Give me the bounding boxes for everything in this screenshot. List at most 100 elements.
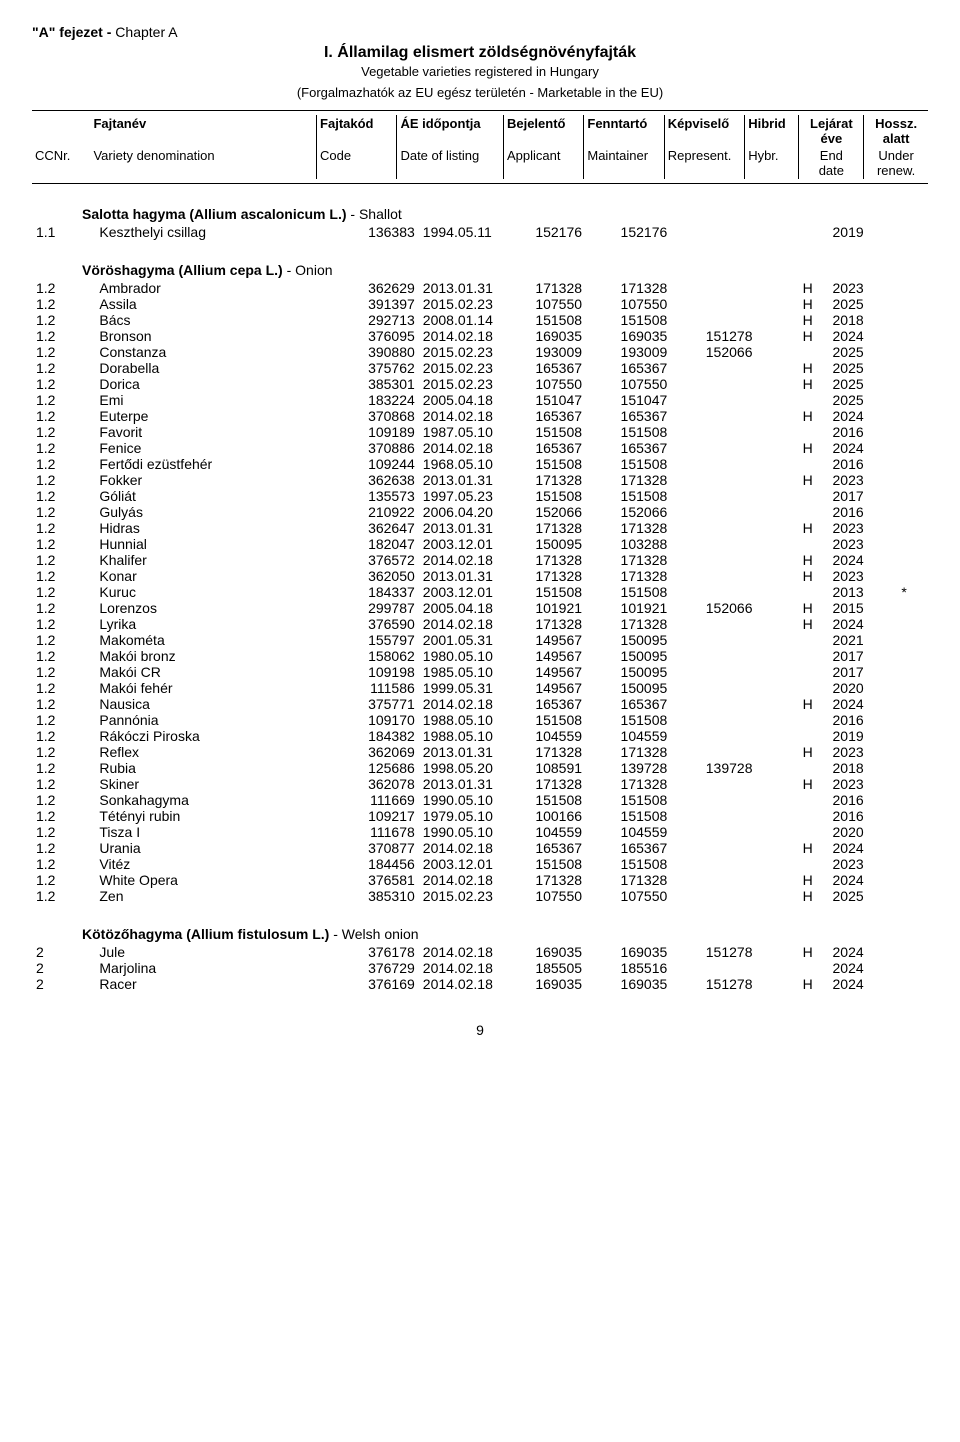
cell-applicant: 165367 [531,440,616,456]
cell-ccnr: 1.2 [32,792,95,808]
cell-code: 375762 [334,360,419,376]
cell-applicant: 151508 [531,488,616,504]
cell-hybrid [787,392,829,408]
cell-name: Kuruc [95,584,333,600]
cell-code: 362629 [334,280,419,296]
cell-renew [897,680,928,696]
cell-enddate: 2019 [829,728,898,744]
cell-represent [702,696,787,712]
cell-ccnr: 1.2 [32,440,95,456]
cell-applicant: 100166 [531,808,616,824]
cell-applicant: 171328 [531,872,616,888]
cell-name: Assila [95,296,333,312]
cell-maintainer: 151508 [617,584,702,600]
cell-hybrid [787,224,829,240]
cell-code: 109170 [334,712,419,728]
cell-name: Makói fehér [95,680,333,696]
cell-renew [897,536,928,552]
cell-represent [702,488,787,504]
cell-date: 1994.05.11 [419,224,532,240]
cell-date: 1988.05.10 [419,728,532,744]
cell-hybrid: H [787,976,829,992]
cell-date: 2014.02.18 [419,328,532,344]
cell-represent [702,632,787,648]
cell-represent [702,776,787,792]
cell-renew: * [897,584,928,600]
table-row: 1.2Lorenzos2997872005.04.181019211019211… [32,600,928,616]
cell-maintainer: 171328 [617,280,702,296]
cell-represent [702,376,787,392]
cell-ccnr: 2 [32,944,95,960]
table-row: 1.2Góliát1355731997.05.23151508151508201… [32,488,928,504]
cell-renew [897,520,928,536]
hdr-ccnr-2: CCNr. [32,147,90,179]
table-row: 1.2Vitéz1844562003.12.011515081515082023 [32,856,928,872]
cell-enddate: 2016 [829,504,898,520]
hdr-maint-1: Fenntartó [584,115,664,147]
cell-name: Racer [95,976,333,992]
cell-ccnr: 1.2 [32,424,95,440]
divider-bottom [32,183,928,184]
cell-ccnr: 1.2 [32,456,95,472]
cell-name: Fenice [95,440,333,456]
cell-renew [897,776,928,792]
cell-hybrid: H [787,472,829,488]
cell-ccnr: 1.2 [32,504,95,520]
cell-renew [897,328,928,344]
cell-applicant: 171328 [531,744,616,760]
cell-name: Pannónia [95,712,333,728]
cell-code: 376095 [334,328,419,344]
cell-renew [897,472,928,488]
cell-enddate: 2023 [829,776,898,792]
cell-ccnr: 1.2 [32,664,95,680]
cell-enddate: 2024 [829,976,898,992]
cell-maintainer: 171328 [617,872,702,888]
cell-ccnr: 1.2 [32,280,95,296]
cell-enddate: 2024 [829,696,898,712]
cell-code: 155797 [334,632,419,648]
cell-enddate: 2016 [829,456,898,472]
section-title: Salotta hagyma (Allium ascalonicum L.) -… [82,206,928,222]
table-row: 1.2Makométa1557972001.05.311495671500952… [32,632,928,648]
cell-hybrid [787,648,829,664]
cell-applicant: 171328 [531,280,616,296]
cell-date: 2014.02.18 [419,944,532,960]
cell-renew [897,552,928,568]
cell-maintainer: 150095 [617,648,702,664]
hdr-name-1: Fajtanév [90,115,316,147]
cell-represent: 139728 [702,760,787,776]
cell-maintainer: 171328 [617,776,702,792]
cell-date: 1990.05.10 [419,792,532,808]
cell-code: 376178 [334,944,419,960]
cell-date: 1997.05.23 [419,488,532,504]
cell-name: Vitéz [95,856,333,872]
cell-maintainer: 169035 [617,976,702,992]
cell-code: 362069 [334,744,419,760]
page-subtitle: Vegetable varieties registered in Hungar… [32,64,928,79]
cell-date: 1987.05.10 [419,424,532,440]
cell-enddate: 2017 [829,488,898,504]
cell-ccnr: 1.2 [32,728,95,744]
cell-applicant: 169035 [531,328,616,344]
table-row: 1.2Konar3620502013.01.31171328171328H202… [32,568,928,584]
cell-name: Sonkahagyma [95,792,333,808]
cell-ccnr: 1.2 [32,808,95,824]
cell-date: 2013.01.31 [419,472,532,488]
cell-represent [702,296,787,312]
table-row: 1.2White Opera3765812014.02.181713281713… [32,872,928,888]
cell-hybrid: H [787,744,829,760]
section-title-normal: - Welsh onion [329,926,418,942]
cell-name: Ambrador [95,280,333,296]
cell-maintainer: 150095 [617,664,702,680]
hdr-code-2: Code [317,147,397,179]
cell-applicant: 151047 [531,392,616,408]
cell-date: 2014.02.18 [419,616,532,632]
section-title: Vöröshagyma (Allium cepa L.) - Onion [82,262,928,278]
cell-applicant: 107550 [531,296,616,312]
cell-code: 362647 [334,520,419,536]
cell-applicant: 169035 [531,976,616,992]
table-row: 1.2Dorabella3757622015.02.23165367165367… [32,360,928,376]
table-row: 2Racer3761692014.02.18169035169035151278… [32,976,928,992]
table-row: 1.2Makói bronz1580621980.05.101495671500… [32,648,928,664]
cell-maintainer: 165367 [617,408,702,424]
